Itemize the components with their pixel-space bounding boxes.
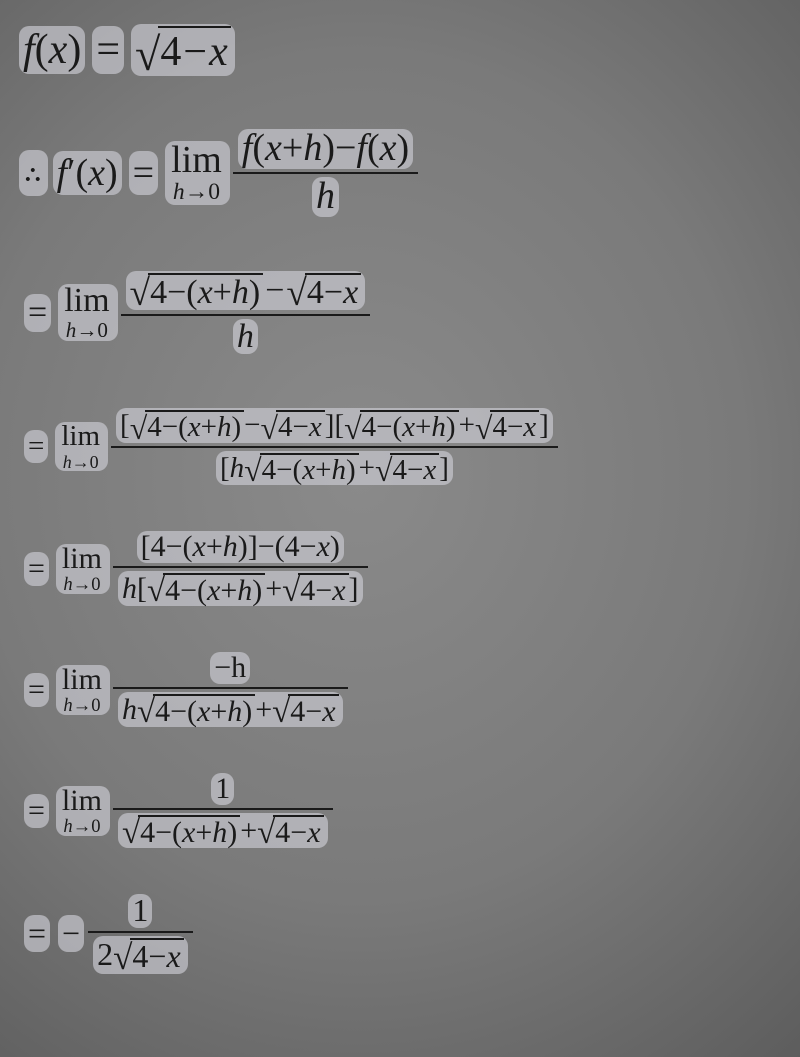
sqrt-icon: √ 4−x bbox=[135, 24, 231, 76]
equals: = bbox=[129, 151, 158, 195]
f-prime-x: f′(x) bbox=[53, 151, 122, 195]
frac-6: −h h √4−(x+h) + √4−x bbox=[113, 651, 348, 728]
equals: = bbox=[24, 294, 51, 332]
frac-3: √4−(x+h) − √4−x h bbox=[121, 270, 371, 356]
frac-7: 1 √4−(x+h) + √4−x bbox=[113, 772, 333, 849]
neg-sign: − bbox=[58, 915, 84, 952]
line-8: = − 1 2 √4−x bbox=[18, 893, 782, 974]
frac-8: 1 2 √4−x bbox=[88, 893, 193, 974]
therefore: ∴ bbox=[19, 150, 48, 196]
line-6: = lim h→0 −h h √4−(x+h) + √4−x bbox=[18, 651, 782, 728]
limit-op: lim h→0 bbox=[56, 665, 110, 716]
line-1: f(x) = √ 4−x bbox=[18, 24, 782, 76]
frac-5: [4−(x+h)]−(4−x) h[ √4−(x+h) + √4−x ] bbox=[113, 530, 368, 607]
equals: = bbox=[24, 915, 50, 952]
expr-fx: f(x) bbox=[19, 26, 85, 74]
line-7: = lim h→0 1 √4−(x+h) + √4−x bbox=[18, 772, 782, 849]
limit-op: lim h→0 bbox=[58, 284, 117, 341]
equals: = bbox=[24, 794, 49, 828]
equals: = bbox=[24, 430, 48, 463]
diff-quotient: f(x+h)−f(x) h bbox=[233, 128, 418, 218]
limit-op: lim h→0 bbox=[56, 786, 110, 837]
line-2: ∴ f′(x) = lim h→0 f(x+h)−f(x) h bbox=[18, 128, 782, 218]
line-3: = lim h→0 √4−(x+h) − √4−x h bbox=[18, 270, 782, 356]
limit-op: lim h→0 bbox=[56, 544, 110, 595]
equals: = bbox=[92, 26, 124, 74]
equals: = bbox=[24, 673, 49, 707]
frac-4: [ √4−(x+h) − √4−x ][ √4−(x+h) + √4−x ] [… bbox=[111, 407, 558, 486]
sqrt-4-minus-x: √ 4−x bbox=[131, 24, 235, 76]
line-5: = lim h→0 [4−(x+h)]−(4−x) h[ √4−(x+h) + … bbox=[18, 530, 782, 607]
equals: = bbox=[24, 552, 49, 586]
line-4: = lim h→0 [ √4−(x+h) − √4−x ][ √4−(x+h) … bbox=[18, 407, 782, 486]
limit-op: lim h→0 bbox=[55, 422, 108, 471]
math-derivation: f(x) = √ 4−x ∴ f′(x) = lim h→0 f(x+h)−f(… bbox=[0, 0, 800, 975]
limit-op: lim h→0 bbox=[165, 141, 230, 205]
